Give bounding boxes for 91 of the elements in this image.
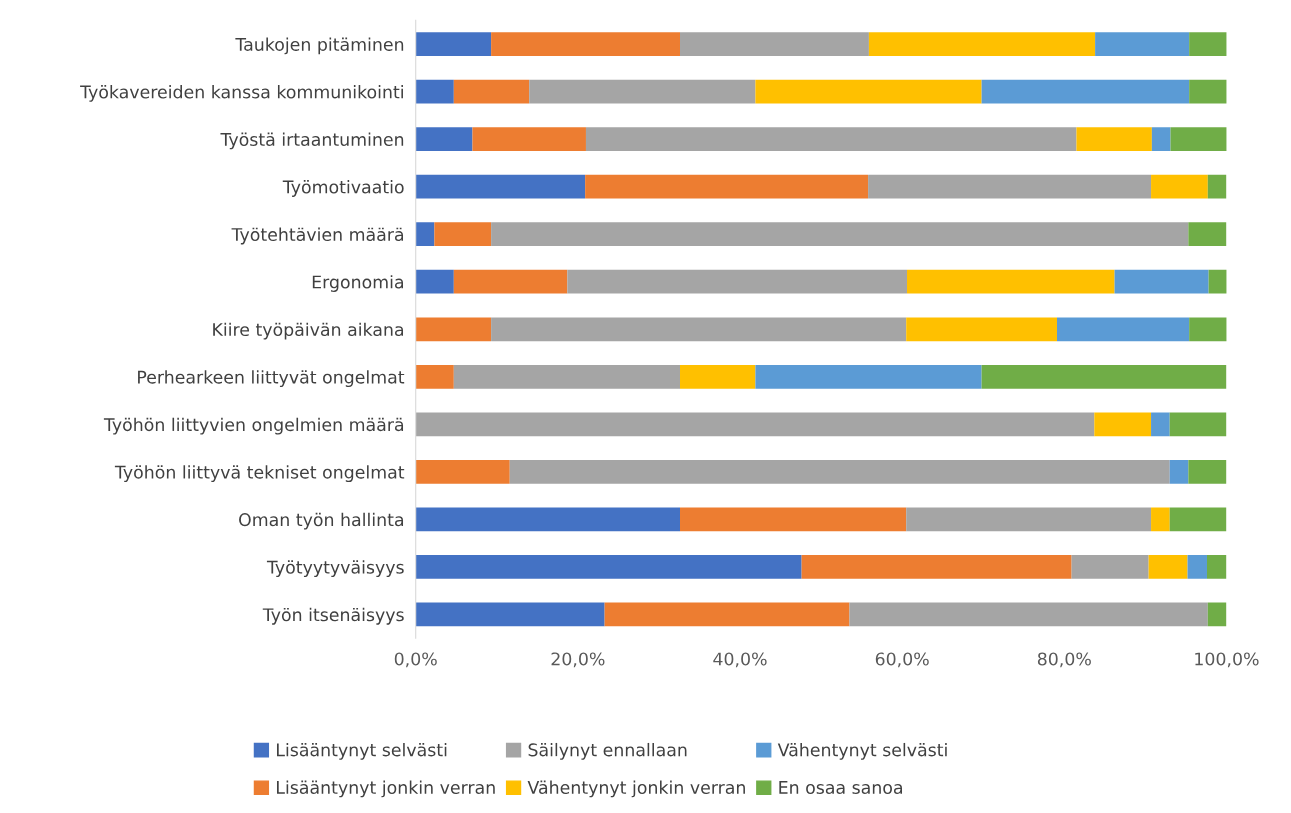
- x-tick-label: 40,0%: [713, 652, 767, 668]
- bar: [567, 269, 908, 294]
- bar: [1170, 127, 1227, 152]
- bar: [680, 364, 756, 389]
- bar: [1076, 127, 1152, 152]
- bar: [1188, 459, 1227, 484]
- bar: [1148, 555, 1188, 579]
- bar: [1151, 127, 1171, 152]
- bar: [529, 79, 756, 104]
- bar: [585, 174, 869, 199]
- bar: [453, 364, 681, 389]
- bar: [453, 269, 568, 294]
- y-tick-label: Työhön liittyvien ongelmien määrä: [103, 417, 404, 435]
- legend-label: Lisääntynyt jonkin verran: [277, 780, 495, 798]
- bar: [472, 127, 586, 152]
- bar: [1187, 555, 1207, 579]
- y-tick-label: Työhön liittyvä tekniset ongelmat: [114, 465, 405, 483]
- y-tick-label: Työn itsenäisyys: [262, 607, 404, 625]
- bar: [1169, 412, 1227, 437]
- bar: [868, 174, 1152, 199]
- y-tick-label: Työstä irtaantuminen: [220, 132, 404, 150]
- bar: [1151, 507, 1170, 532]
- bar: [1188, 222, 1227, 247]
- bar: [868, 32, 1096, 56]
- bar: [1189, 32, 1227, 56]
- legend-label: En osaa sanoa: [779, 781, 902, 795]
- y-tick-label: Työkavereiden kanssa kommunikointi: [80, 85, 403, 102]
- bar: [755, 364, 982, 389]
- bar: [491, 32, 681, 56]
- bar: [1207, 602, 1227, 627]
- bar: [1189, 317, 1227, 342]
- bar: [434, 222, 492, 247]
- x-tick-label: 20,0%: [551, 652, 605, 668]
- bar: [415, 174, 586, 199]
- bar: [755, 79, 982, 104]
- x-tick-label: 100,0%: [1195, 652, 1259, 668]
- y-tick-label: Ergonomia: [312, 275, 404, 292]
- bar: [1206, 555, 1227, 579]
- x-tick-label: 0,0%: [394, 652, 437, 668]
- bar: [680, 32, 869, 56]
- bar: [415, 412, 1095, 437]
- bar: [1151, 174, 1208, 199]
- bar: [906, 507, 1152, 532]
- legend-label: Lisääntynyt selvästi: [277, 742, 447, 760]
- bar: [415, 127, 473, 152]
- x-tick-label: 60,0%: [875, 652, 929, 668]
- bar: [680, 507, 907, 532]
- bar: [415, 555, 802, 579]
- y-tick-label: Oman työn hallinta: [239, 512, 404, 530]
- bar: [415, 507, 681, 532]
- bar: [491, 317, 907, 342]
- legend-label: Säilynyt ennallaan: [528, 742, 687, 760]
- bar: [415, 602, 605, 627]
- bar: [1208, 269, 1227, 294]
- bar: [1094, 412, 1152, 437]
- bar: [1169, 507, 1227, 532]
- bar: [415, 459, 510, 484]
- bar: [801, 555, 1072, 579]
- y-tick-label: Työtehtävien määrä: [231, 227, 404, 245]
- bar: [415, 317, 492, 342]
- bar: [1151, 412, 1170, 437]
- y-tick-label: Perhearkeen liittyvät ongelmat: [138, 370, 405, 387]
- y-tick-label: Työmotivaatio: [282, 180, 404, 197]
- bar: [1169, 459, 1189, 484]
- y-tick-label: Työtyytyväisyys: [266, 560, 404, 578]
- bar: [604, 602, 850, 627]
- bar: [1207, 174, 1227, 199]
- bar: [509, 459, 1170, 484]
- bar: [453, 79, 530, 104]
- bar: [849, 602, 1208, 627]
- bar: [415, 222, 435, 247]
- bar: [415, 269, 454, 294]
- bar: [415, 79, 454, 104]
- bar: [415, 364, 454, 389]
- bar: [1057, 317, 1190, 342]
- bar: [906, 317, 1057, 342]
- bar: [585, 127, 1077, 152]
- y-tick-label: Kiire työpäivän aikana: [213, 322, 404, 340]
- bar: [981, 364, 1227, 389]
- bar: [1095, 32, 1190, 56]
- y-tick-label: Taukojen pitäminen: [235, 37, 404, 55]
- bar: [1071, 555, 1149, 579]
- bar: [907, 269, 1115, 294]
- x-tick-label: 80,0%: [1037, 652, 1091, 668]
- legend-label: Vähentynyt selvästi: [777, 742, 947, 760]
- bar: [491, 222, 1189, 247]
- legend-label: Vähentynyt jonkin verran: [527, 780, 745, 798]
- bar: [1189, 79, 1227, 104]
- bar: [981, 79, 1190, 104]
- bar: [1114, 269, 1209, 294]
- bar: [415, 32, 492, 56]
